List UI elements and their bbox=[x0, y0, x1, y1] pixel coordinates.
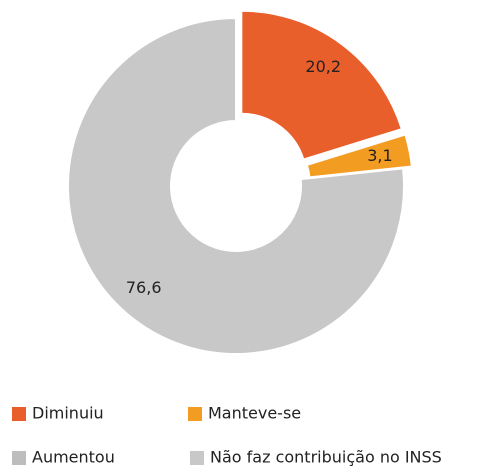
legend-label: Aumentou bbox=[32, 448, 115, 467]
legend-label: Manteve-se bbox=[208, 404, 301, 423]
legend-swatch bbox=[12, 451, 26, 465]
slice bbox=[67, 16, 405, 355]
legend-swatch bbox=[12, 407, 26, 421]
legend-label: Diminuiu bbox=[32, 404, 104, 423]
legend-label: Não faz contribuição no INSS bbox=[210, 448, 442, 467]
slice bbox=[240, 9, 404, 161]
data-label: 20,2 bbox=[305, 57, 341, 76]
data-label: 76,6 bbox=[126, 278, 162, 297]
legend-swatch bbox=[188, 407, 202, 421]
legend-swatch bbox=[190, 451, 204, 465]
data-label: 3,1 bbox=[367, 146, 392, 165]
